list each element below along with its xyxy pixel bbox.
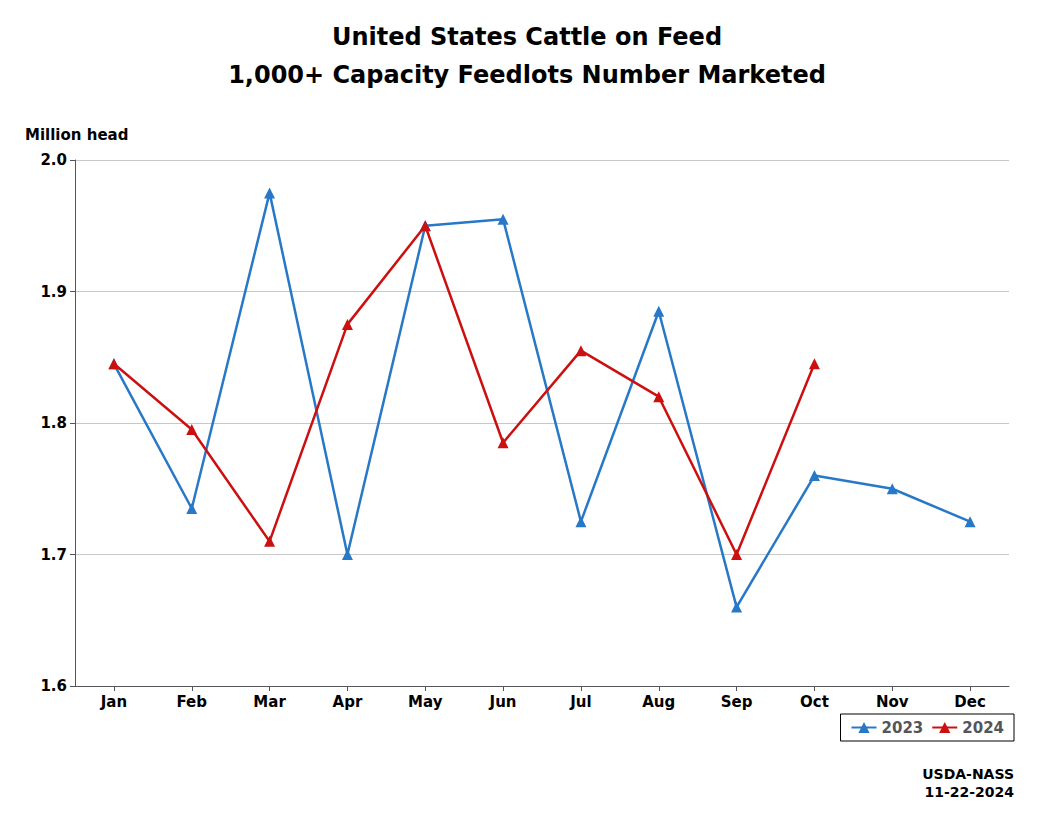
- svg-text:Apr: Apr: [333, 693, 363, 711]
- svg-text:Sep: Sep: [721, 693, 753, 711]
- svg-text:Aug: Aug: [642, 693, 675, 711]
- svg-text:May: May: [408, 693, 443, 711]
- svg-text:2023: 2023: [882, 719, 924, 737]
- svg-text:Jun: Jun: [489, 693, 517, 711]
- svg-text:2.0: 2.0: [40, 151, 67, 169]
- svg-text:Million head: Million head: [25, 126, 128, 144]
- svg-text:1.6: 1.6: [40, 677, 67, 695]
- svg-text:USDA-NASS: USDA-NASS: [922, 766, 1014, 782]
- svg-text:Oct: Oct: [800, 693, 829, 711]
- svg-text:Nov: Nov: [876, 693, 909, 711]
- svg-text:1,000+ Capacity Feedlots Numbe: 1,000+ Capacity Feedlots Number Marketed: [228, 61, 826, 89]
- svg-text:Jan: Jan: [100, 693, 127, 711]
- svg-text:1.9: 1.9: [40, 283, 67, 301]
- svg-text:United States Cattle on Feed: United States Cattle on Feed: [332, 23, 722, 51]
- svg-text:Mar: Mar: [253, 693, 286, 711]
- svg-text:Jul: Jul: [569, 693, 591, 711]
- svg-text:Dec: Dec: [954, 693, 986, 711]
- svg-text:Feb: Feb: [176, 693, 207, 711]
- svg-text:1.7: 1.7: [40, 546, 67, 564]
- svg-text:2024: 2024: [962, 719, 1004, 737]
- svg-text:1.8: 1.8: [40, 414, 67, 432]
- svg-text:11-22-2024: 11-22-2024: [924, 784, 1014, 800]
